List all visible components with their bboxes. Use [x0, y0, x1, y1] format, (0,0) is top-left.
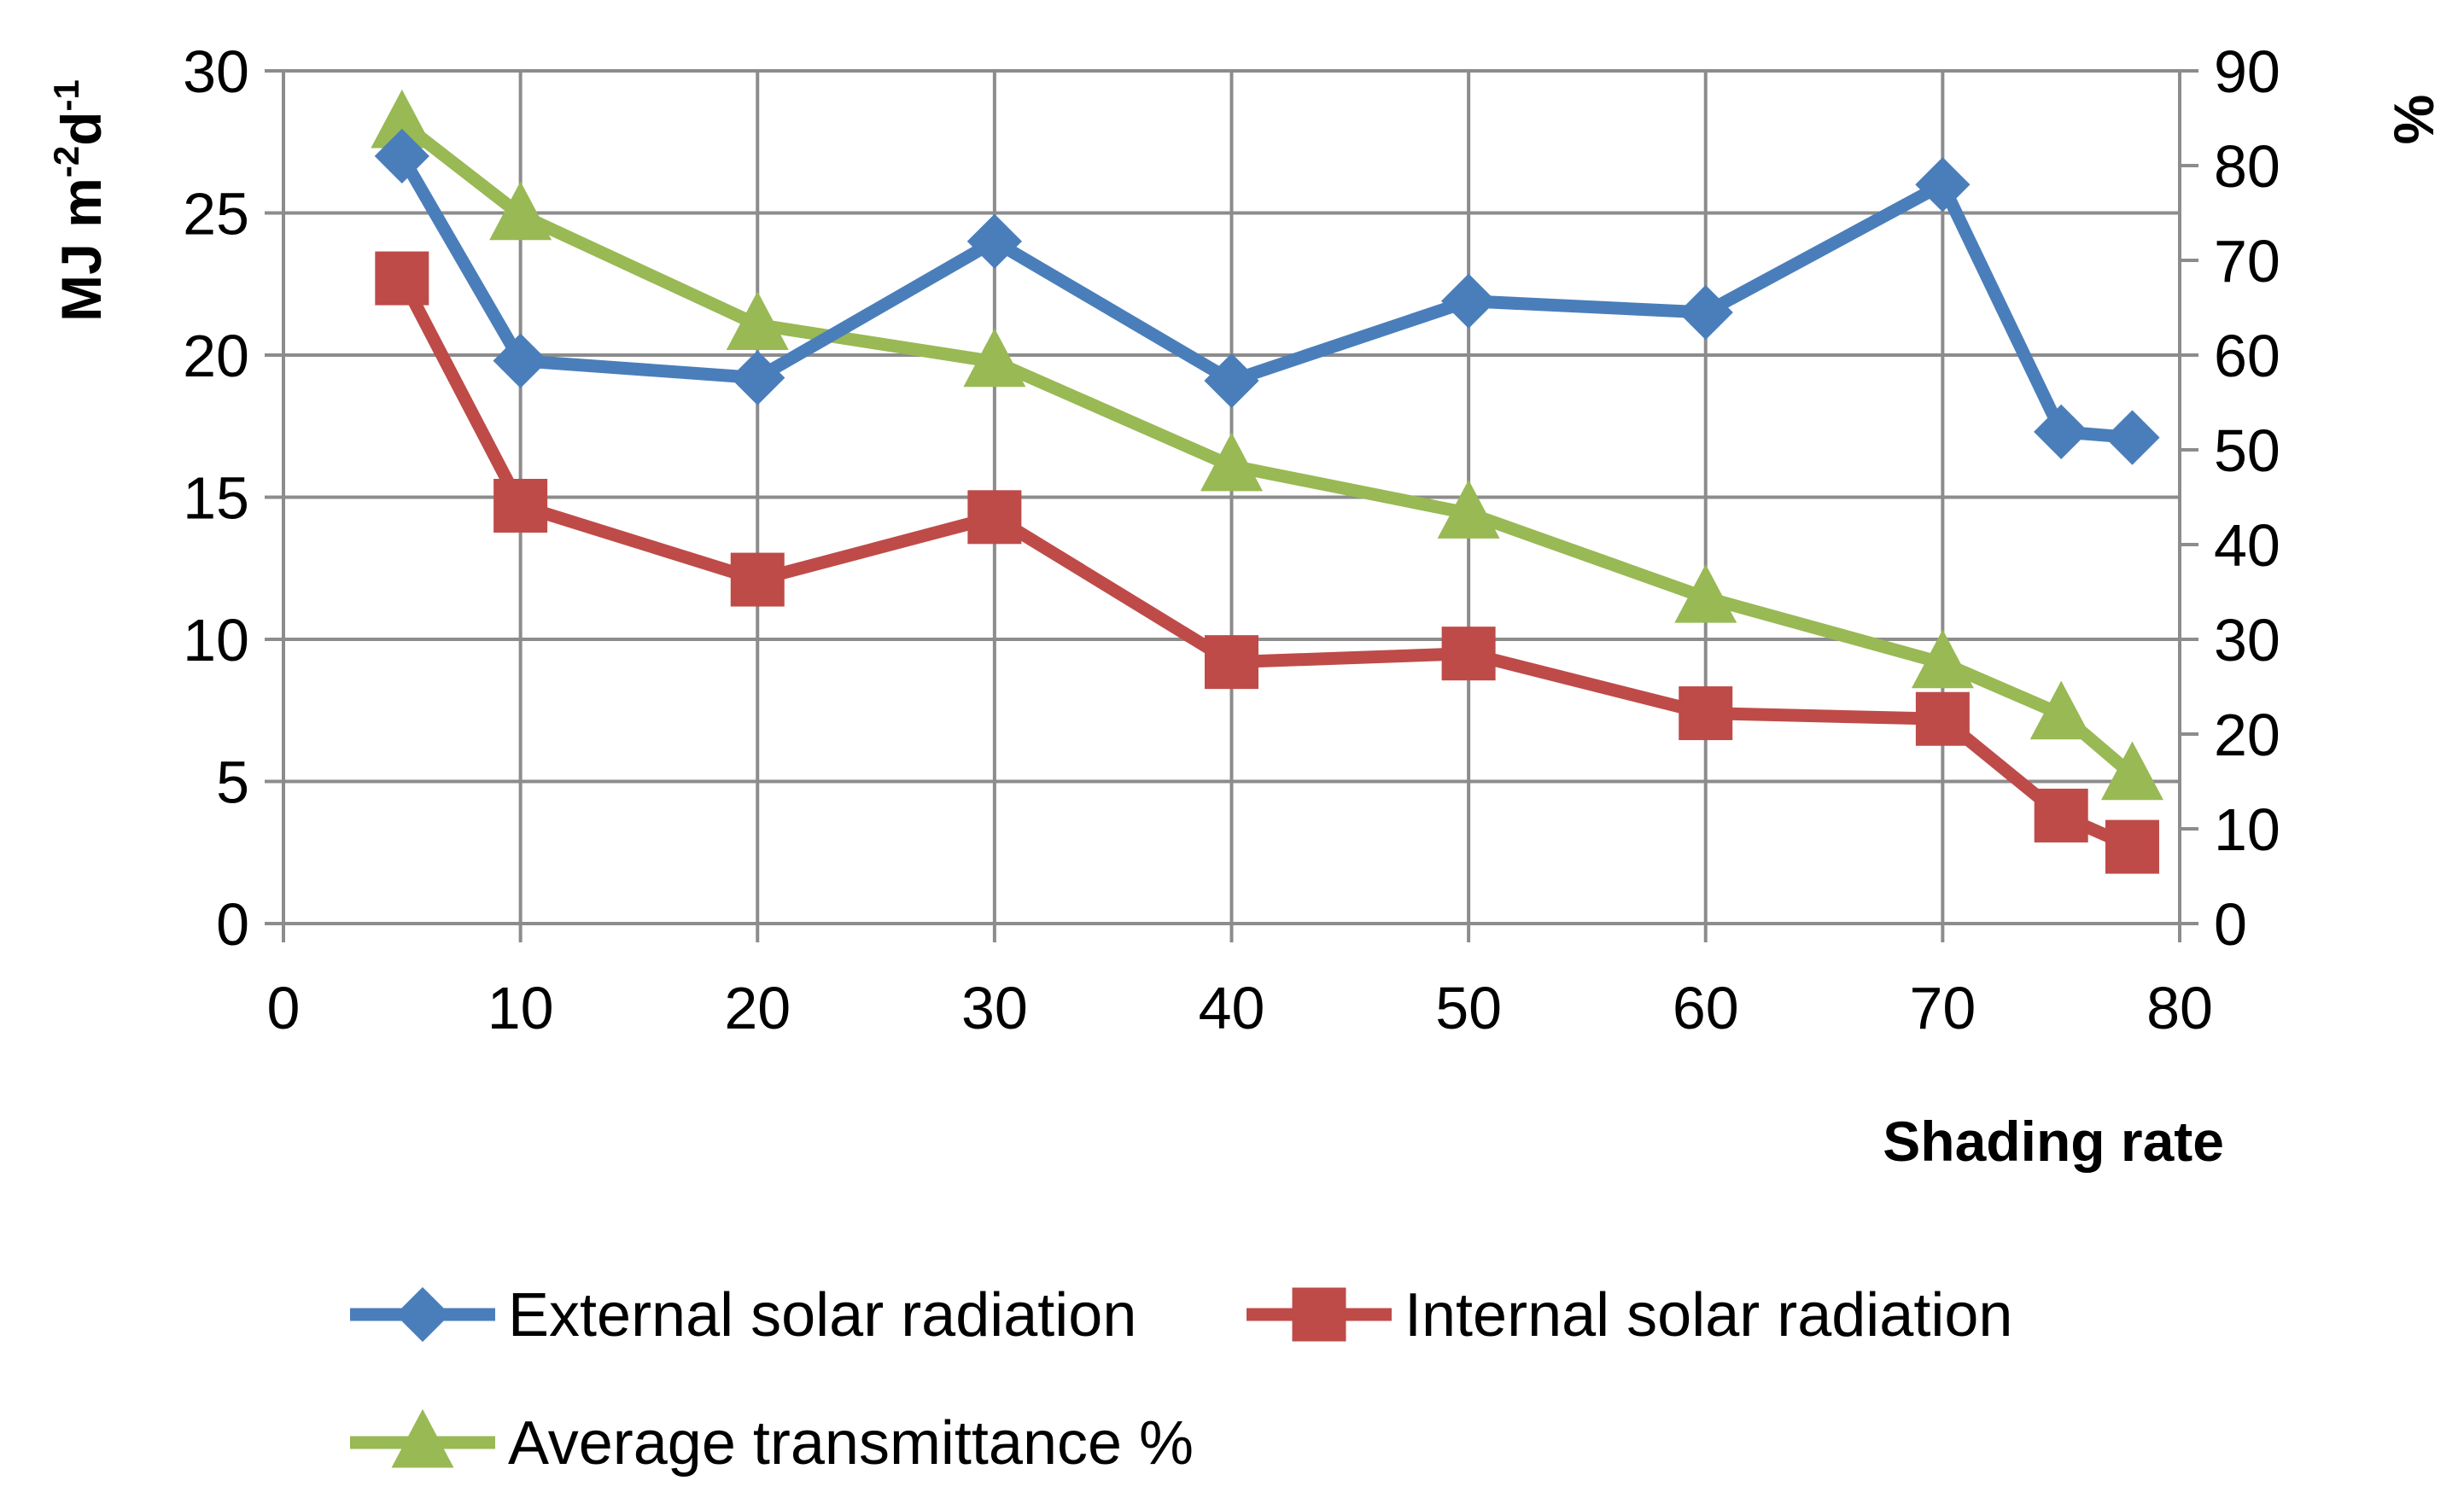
data-point — [1911, 629, 1974, 689]
data-point — [966, 213, 1022, 269]
data-point — [1915, 691, 1970, 746]
y-axis-title: MJ m-2d-1 — [46, 79, 113, 322]
data-point — [2105, 819, 2159, 874]
y-axis-title-base: MJ m — [50, 178, 113, 322]
y2-axis-title-text: % — [2382, 95, 2445, 145]
y-tick-label: 15 — [183, 465, 249, 532]
y-axis-title-sup1: -2 — [46, 146, 86, 178]
x-tick-label: 20 — [724, 975, 791, 1041]
data-point — [1441, 273, 1497, 329]
y-tick-label: 5 — [216, 749, 249, 816]
y2-tick-label: 0 — [2214, 891, 2247, 958]
legend-label: Internal solar radiation — [1404, 1281, 2012, 1350]
data-point — [2029, 680, 2093, 740]
data-point — [730, 350, 785, 405]
y2-tick-label: 70 — [2214, 228, 2280, 294]
series-line — [395, 116, 2139, 782]
y2-tick-label: 10 — [2214, 796, 2280, 863]
y-axis-title-mid: d — [50, 111, 113, 145]
data-point — [1915, 157, 1971, 213]
y-tick-label: 25 — [183, 181, 249, 248]
data-point — [493, 333, 548, 388]
legend-item: External solar radiation — [350, 1281, 1136, 1350]
data-point — [730, 552, 785, 607]
data-point — [963, 328, 1026, 388]
y2-tick-label: 40 — [2214, 512, 2280, 579]
y2-tick-label: 30 — [2214, 607, 2280, 673]
x-tick-label: 80 — [2146, 975, 2213, 1041]
data-point — [1674, 563, 1737, 623]
y2-axis-title: % — [2382, 95, 2445, 145]
y-tick-label: 0 — [216, 891, 249, 958]
data-point — [375, 251, 429, 306]
legend-label: Average transmittance % — [508, 1409, 1194, 1478]
data-point — [2034, 404, 2089, 460]
series-square — [375, 251, 2159, 874]
data-point — [2034, 788, 2088, 842]
data-point — [1204, 353, 1259, 409]
y2-tick-label: 80 — [2214, 133, 2280, 200]
data-point — [1678, 284, 1733, 341]
y-tick-label: 30 — [183, 38, 249, 105]
data-point — [967, 490, 1022, 545]
x-tick-label: 60 — [1673, 975, 1739, 1041]
legend-marker — [391, 1408, 454, 1468]
axes — [265, 69, 2198, 942]
y-tick-label: 20 — [183, 323, 249, 389]
y2-tick-label: 20 — [2214, 702, 2280, 768]
data-point — [1679, 686, 1733, 741]
y2-tick-label: 90 — [2214, 38, 2280, 105]
x-tick-label: 0 — [267, 975, 301, 1041]
data-point — [1205, 635, 1258, 690]
x-tick-label: 50 — [1435, 975, 1502, 1041]
y-tick-label: 10 — [183, 607, 249, 673]
grid — [283, 69, 2181, 924]
series-diamond — [374, 128, 2160, 465]
legend: External solar radiation Internal solar r… — [350, 1281, 2012, 1478]
x-tick-label: 70 — [1909, 975, 1976, 1041]
series-triangle — [371, 89, 2163, 801]
series-line — [395, 149, 2139, 445]
series-layer — [371, 89, 2163, 874]
legend-label: External solar radiation — [508, 1281, 1136, 1350]
y-axis-title-sup2: -1 — [46, 79, 86, 111]
tick-labels: 0 10 20 30 40 50 60 70 8005101520253001020304050… — [183, 38, 2280, 1041]
x-tick-label: 30 — [961, 975, 1028, 1041]
data-point — [1200, 432, 1263, 492]
x-axis-title: Shading rate — [1883, 1110, 2224, 1173]
data-point — [1441, 627, 1496, 681]
data-point — [489, 181, 552, 241]
x-tick-label: 10 — [488, 975, 554, 1041]
legend-item: Average transmittance % — [350, 1408, 1194, 1478]
x-tick-label: 40 — [1199, 975, 1265, 1041]
data-point — [2100, 741, 2163, 801]
data-point — [1437, 480, 1500, 539]
legend-marker — [394, 1286, 451, 1343]
y-axis-title-text: MJ m-2d-1 — [46, 79, 113, 322]
legend-marker — [1292, 1287, 1346, 1342]
legend-item: Internal solar radiation — [1247, 1281, 2012, 1350]
y2-tick-label: 60 — [2214, 323, 2280, 389]
data-point — [493, 478, 548, 533]
data-point — [726, 291, 789, 350]
y2-tick-label: 50 — [2214, 417, 2280, 484]
data-point — [374, 128, 429, 184]
data-point — [2105, 410, 2160, 465]
series-line — [395, 271, 2139, 854]
